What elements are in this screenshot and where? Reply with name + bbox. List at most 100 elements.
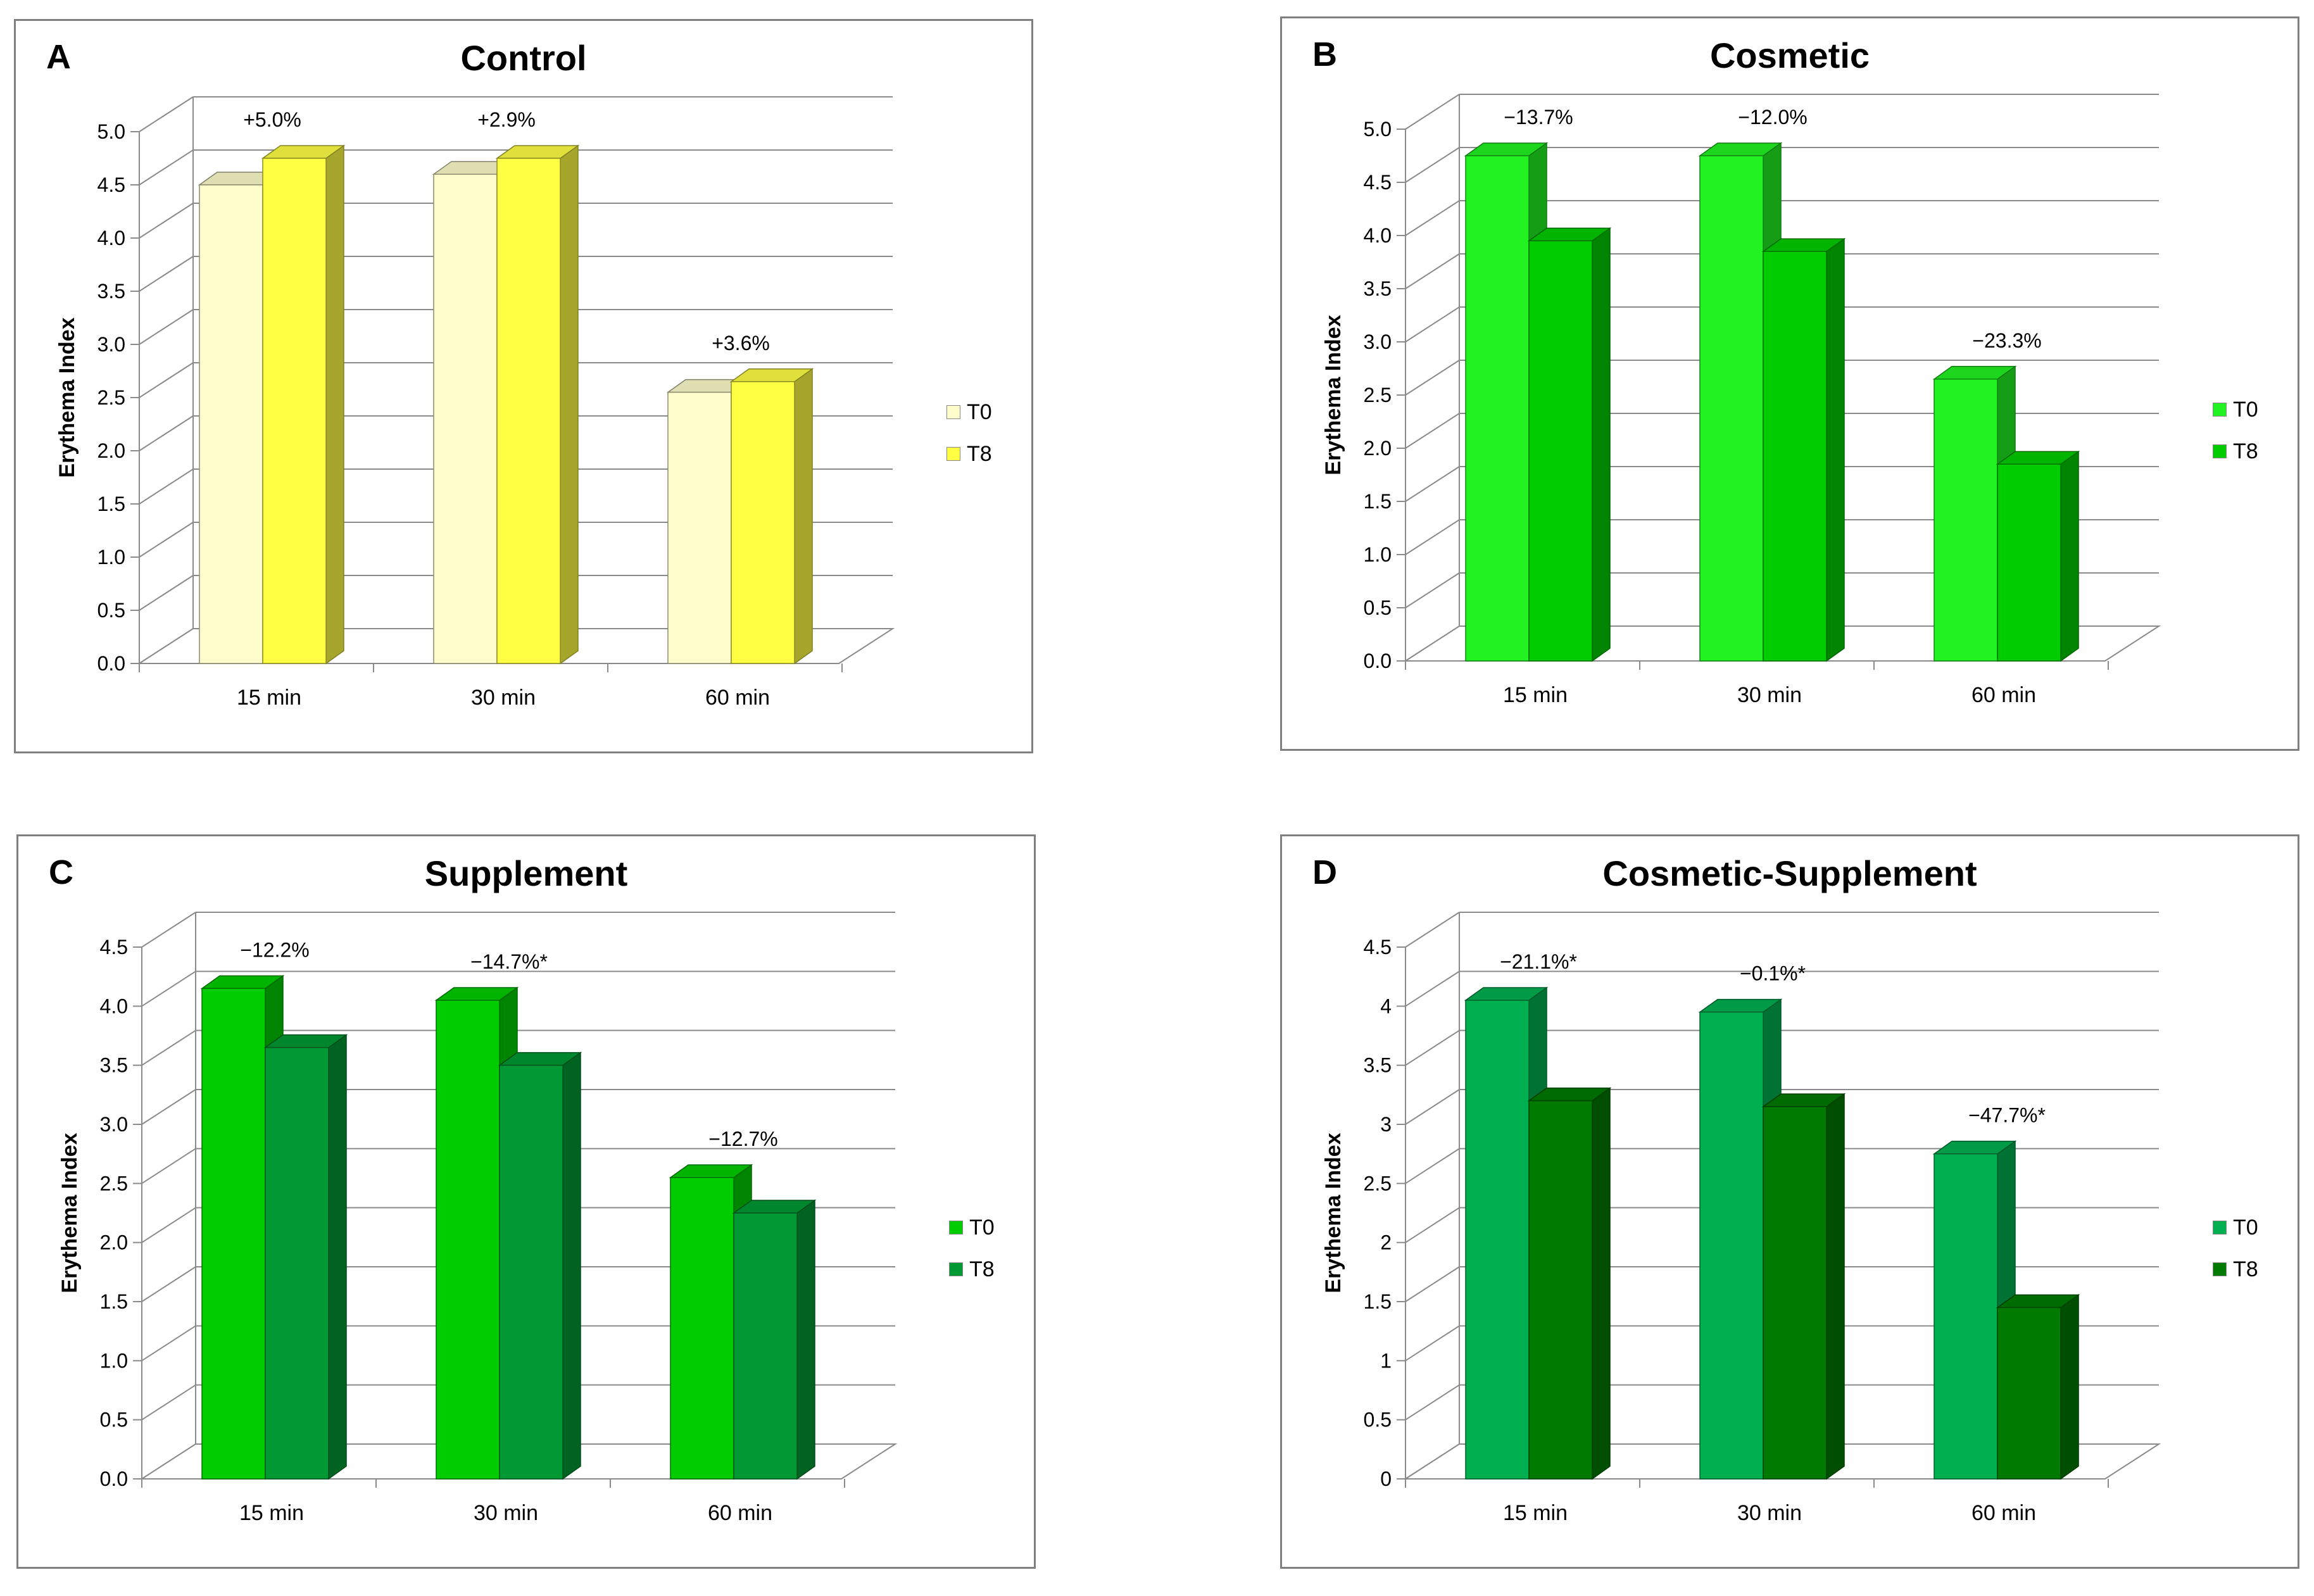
gridline-side — [141, 1325, 196, 1362]
y-tick-label: 3 — [1380, 1113, 1392, 1136]
y-axis-label: Erythema Index — [1321, 315, 1345, 475]
y-tick-label: 5.0 — [97, 120, 125, 143]
gridline-side — [1405, 1089, 1460, 1125]
gridline-side — [1405, 1148, 1460, 1184]
legend-item-t0: T0 — [949, 1207, 995, 1248]
bar-front — [1934, 1153, 1998, 1480]
legend-label: T0 — [2233, 1215, 2258, 1240]
gridline-side — [139, 575, 194, 611]
change-annotation: −12.2% — [240, 938, 309, 961]
gridline-side — [141, 1148, 196, 1184]
bar-front — [1763, 251, 1827, 662]
chart-plot: 0.0 0.5 1.0 1.5 2.0 2.5 3.0 3.5 4.0 4.5 Erythema I… — [58, 912, 898, 1525]
bar-side — [1592, 1087, 1611, 1480]
gridline-side — [1405, 200, 1460, 236]
bar-front — [1934, 379, 1998, 662]
gridline-side — [1405, 147, 1460, 183]
bar-side — [1592, 227, 1611, 662]
gridline-side — [139, 149, 194, 185]
chart-title: Control — [460, 38, 587, 78]
y-tick-label: 2.5 — [1364, 1172, 1392, 1195]
bar-t8-60-min — [732, 1199, 817, 1480]
change-annotation: −13.7% — [1504, 106, 1573, 129]
y-tick-label: 0.0 — [100, 1467, 128, 1490]
bar-t8-30-min — [1761, 1093, 1846, 1480]
legend-item-t8: T8 — [946, 433, 992, 475]
bar-front — [499, 1064, 563, 1480]
y-tick-label: 1.5 — [1364, 490, 1392, 513]
chart-plot: 0 0.5 1 1.5 2 2.5 3 3.5 4 4.5 Erythema Index −21.1%… — [1321, 912, 2161, 1525]
chart-title: Cosmetic-Supplement — [1602, 853, 1977, 893]
y-axis-label: Erythema Index — [58, 1133, 82, 1293]
change-annotation: −21.1%* — [1500, 950, 1577, 973]
y-tick-label: 1 — [1380, 1349, 1392, 1372]
y-tick-label: 1.5 — [97, 493, 125, 515]
bar-front — [667, 391, 732, 664]
bar-side — [1826, 237, 1845, 662]
legend: T0 T8 — [2213, 1207, 2258, 1290]
gridline-side — [1405, 912, 1460, 948]
y-tick-label: 2.0 — [100, 1231, 128, 1254]
legend-item-t8: T8 — [949, 1248, 995, 1290]
y-tick-label: 4.0 — [1364, 224, 1392, 247]
y-tick-label: 3.0 — [1364, 330, 1392, 353]
y-axis-label: Erythema Index — [55, 317, 79, 477]
y-tick-label: 0.0 — [1364, 650, 1392, 672]
change-annotation: −23.3% — [1972, 329, 2041, 352]
y-tick-label: 1.5 — [1364, 1290, 1392, 1313]
gridline-side — [141, 1029, 196, 1066]
legend-swatch — [949, 1262, 963, 1276]
legend-swatch — [949, 1221, 963, 1235]
gridline-side — [1405, 253, 1460, 289]
gridline-side — [139, 309, 194, 345]
y-tick-label: 4.5 — [1364, 936, 1392, 958]
bar-front — [1528, 240, 1593, 662]
bar-front — [1465, 155, 1530, 662]
legend-swatch — [2213, 403, 2227, 417]
gridline-side — [1405, 1384, 1460, 1421]
legend-item-t0: T0 — [946, 391, 992, 433]
gridline-side — [1405, 519, 1460, 555]
bar-side — [1826, 1093, 1845, 1480]
y-tick-label: 2.0 — [97, 439, 125, 462]
chart-panel-d: D Cosmetic-Supplement 0 0.5 1 1.5 2 2.5 3 3.5 4 4… — [1280, 834, 2299, 1569]
gridline-side — [1405, 1266, 1460, 1302]
y-tick-label: 2.5 — [97, 386, 125, 409]
y-tick-label: 4.5 — [1364, 171, 1392, 194]
legend-swatch — [2213, 444, 2227, 458]
bar-t8-30-min — [495, 144, 580, 665]
bar-t8-15-min — [1527, 227, 1612, 662]
legend: T0 T8 — [946, 391, 992, 475]
bar-front — [731, 381, 795, 664]
y-tick-label: 5.0 — [1364, 118, 1392, 141]
change-annotation: +5.0% — [243, 108, 301, 131]
x-tick-label: 60 min — [708, 1501, 772, 1525]
gridline-side — [141, 1266, 196, 1302]
y-tick-label: 2.5 — [1364, 384, 1392, 406]
y-tick-label: 0.5 — [100, 1409, 128, 1431]
legend-label: T8 — [2233, 1257, 2258, 1281]
legend-swatch — [2213, 1221, 2227, 1235]
y-tick-label: 0.0 — [97, 652, 125, 675]
bar-front — [265, 1046, 329, 1480]
x-tick-label: 30 min — [1737, 1501, 1802, 1525]
legend-label: T8 — [2233, 439, 2258, 463]
gridline-side — [141, 1207, 196, 1243]
gridline-side — [139, 203, 194, 239]
y-tick-label: 1.0 — [100, 1349, 128, 1372]
legend-label: T0 — [969, 1215, 995, 1240]
bar-t0-60-min — [1932, 1140, 2017, 1480]
legend-label: T0 — [2233, 397, 2258, 422]
panel-letter: C — [49, 853, 73, 891]
bar-t8-60-min — [1996, 450, 2080, 662]
chart-plot: 0.0 0.5 1.0 1.5 2.0 2.5 3.0 3.5 4.0 4.5 5.0 Erythem… — [1321, 94, 2161, 707]
y-tick-label: 4.5 — [97, 173, 125, 196]
change-annotation: −12.0% — [1738, 106, 1807, 129]
y-tick-label: 1.0 — [1364, 543, 1392, 566]
change-annotation: −47.7%* — [1968, 1104, 2046, 1127]
bar-front — [1997, 1307, 2061, 1480]
bar-front — [199, 184, 263, 664]
gridline-side — [1405, 94, 1460, 130]
chart-title: Supplement — [424, 853, 628, 893]
x-tick-label: 60 min — [705, 686, 770, 710]
